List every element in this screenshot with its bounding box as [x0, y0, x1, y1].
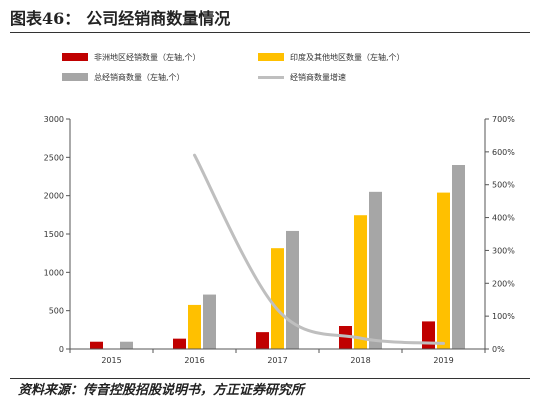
axes-layer: 0 500 1000 1500 2000 2500 3000 0% 100% 200% 300% 40… [44, 115, 516, 365]
legend-item-growth: 经销商数量增速 [258, 72, 468, 82]
bar-total [369, 191, 382, 349]
legend-item-india-other: 印度及其他地区数量（左轴,个） [258, 52, 468, 62]
y-right-tick-label: 300% [492, 246, 515, 255]
source-note: 资料来源：传音控股招股说明书，方正证券研究所 [10, 378, 530, 403]
x-tick-label: 2015 [101, 356, 121, 365]
figure-title-text: 公司经销商数量情况 [86, 9, 231, 28]
y-left-tick-label: 1000 [44, 268, 64, 277]
y-right-tick-label: 100% [492, 312, 515, 321]
y-right-tick-label: 200% [492, 279, 515, 288]
bar-africa [90, 341, 103, 349]
y-left-tick-label: 1500 [44, 230, 64, 239]
growth-rate-line [193, 153, 445, 345]
x-tick-label: 2019 [433, 356, 453, 365]
figure-number: 图表46： [10, 9, 81, 28]
y-left-tick-label: 3000 [44, 115, 64, 124]
y-left-tick-label: 2500 [44, 153, 64, 162]
bar-africa [422, 321, 435, 349]
bar-africa [173, 338, 186, 349]
bar-total [120, 341, 133, 349]
y-right-tick-label: 0% [492, 345, 505, 354]
legend-item-total: 总经销商数量（左轴,个） [62, 72, 258, 82]
legend-swatch-total [62, 73, 88, 81]
y-right-tick-label: 500% [492, 181, 515, 190]
legend-swatch-growth [258, 75, 284, 79]
bar-india-other [271, 248, 284, 349]
legend-item-africa: 非洲地区经销数量（左轴,个） [62, 52, 258, 62]
legend-label-africa: 非洲地区经销数量（左轴,个） [94, 52, 201, 62]
source-text: 资料来源：传音控股招股说明书，方正证券研究所 [18, 383, 305, 398]
legend-swatch-india-other [258, 53, 284, 61]
y-left-tick-label: 2000 [44, 192, 64, 201]
bar-india-other [188, 304, 201, 349]
x-tick-label: 2018 [350, 356, 370, 365]
bar-layer [90, 165, 465, 349]
y-left-tick-label: 500 [49, 307, 64, 316]
legend-swatch-africa [62, 53, 88, 61]
legend-label-growth: 经销商数量增速 [290, 72, 346, 82]
bar-africa [256, 332, 269, 349]
y-right-tick-label: 600% [492, 148, 515, 157]
bar-india-other [354, 215, 367, 349]
bar-total [203, 294, 216, 349]
figure-title: 图表46： 公司经销商数量情况 [10, 6, 530, 33]
x-tick-label: 2017 [267, 356, 287, 365]
legend-label-total: 总经销商数量（左轴,个） [94, 72, 185, 82]
chart-legend: 非洲地区经销数量（左轴,个） 印度及其他地区数量（左轴,个） 总经销商数量（左轴… [62, 52, 482, 82]
growth-line-layer [193, 153, 445, 345]
bar-total [452, 165, 465, 349]
legend-label-india-other: 印度及其他地区数量（左轴,个） [290, 52, 405, 62]
y-left-tick-label: 0 [59, 345, 64, 354]
bar-india-other [437, 192, 450, 349]
y-right-tick-label: 700% [492, 115, 515, 124]
bar-total [286, 230, 299, 349]
y-right-tick-label: 400% [492, 214, 515, 223]
x-tick-label: 2016 [184, 356, 204, 365]
